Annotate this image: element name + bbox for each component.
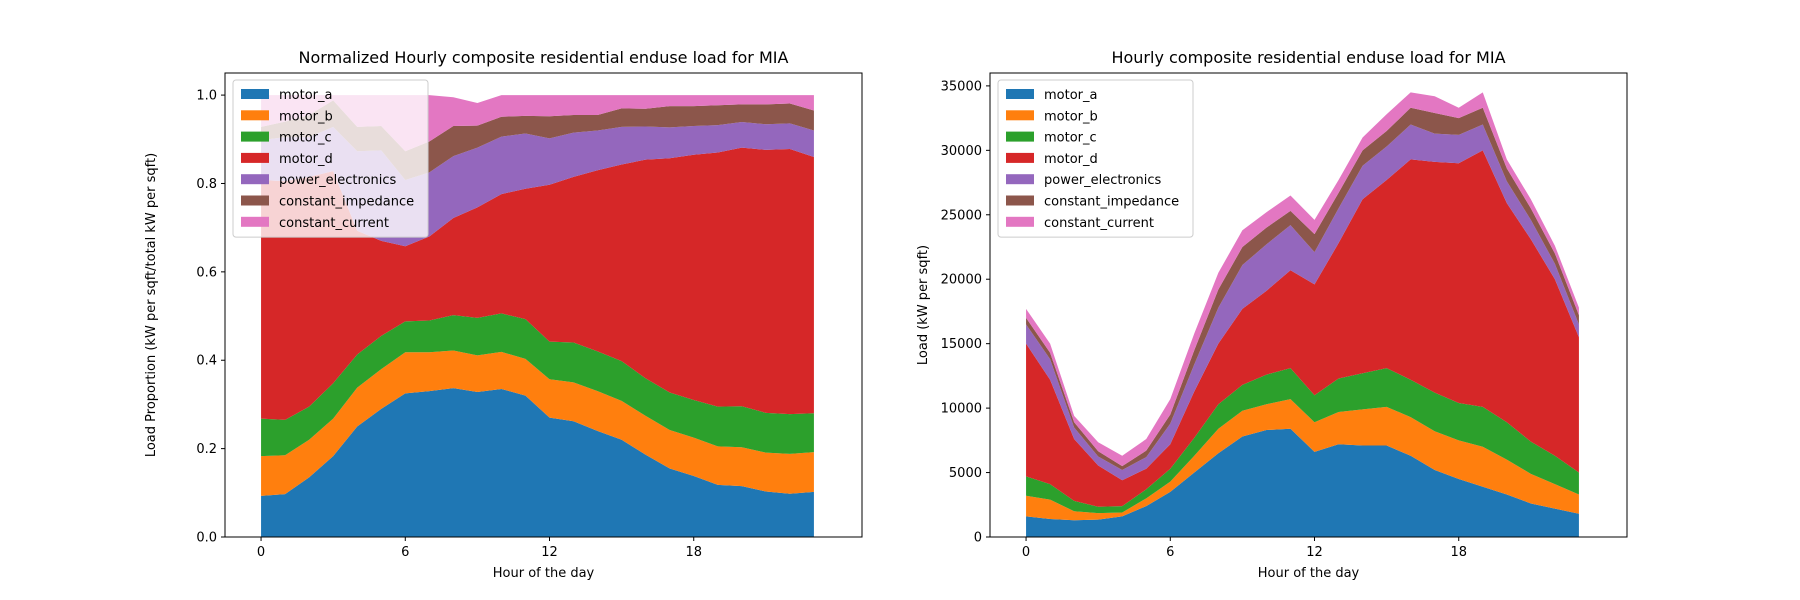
chart-title: Normalized Hourly composite residential … — [299, 48, 789, 67]
legend-label: constant_impedance — [1044, 195, 1179, 210]
x-tick-label: 18 — [1450, 545, 1467, 560]
x-tick-label: 0 — [257, 545, 265, 560]
area-series-motor-d — [261, 147, 814, 420]
normalized-load-chart: 0 6 12 18 0.0 0.2 0.4 0.6 0.8 1.0 Normalized Hourl… — [144, 48, 863, 581]
y-tick-label: 25000 — [941, 208, 982, 223]
y-tick-label: 5000 — [949, 466, 982, 481]
y-tick-label: 0.2 — [196, 442, 217, 457]
legend-box — [232, 79, 429, 238]
legend-swatch — [241, 89, 269, 99]
legend: motor_a motor_b motor_c motor_d power_electr… — [232, 79, 429, 238]
legend-label: motor_d — [1044, 152, 1098, 167]
plot-frame — [989, 72, 1628, 538]
legend-swatch — [241, 216, 269, 227]
legend-label: motor_b — [1044, 109, 1098, 124]
plot-frame — [224, 72, 863, 538]
legend-label: motor_a — [279, 88, 332, 103]
y-tick-label: 35000 — [941, 79, 982, 94]
y-axis-label: Load (kW per sqft) — [916, 245, 931, 365]
y-tick-label: 10000 — [941, 402, 982, 417]
legend-label: constant_impedance — [279, 195, 414, 210]
area-series-constant-current — [1026, 92, 1579, 467]
legend-swatch — [1006, 110, 1034, 121]
y-tick-label: 20000 — [941, 273, 982, 288]
y-axis-label: Load Proportion (kW per sqft/total kW pe… — [144, 153, 159, 457]
area-series-motor-a — [261, 388, 814, 537]
legend-swatch — [1006, 216, 1034, 227]
y-tick-label: 0.0 — [196, 531, 217, 546]
area-series-motor-a — [1026, 428, 1579, 537]
area-series-power-electronics — [1026, 124, 1579, 481]
legend-label: motor_c — [279, 131, 332, 146]
legend-label: motor_b — [279, 109, 333, 124]
x-tick-label: 12 — [541, 545, 558, 560]
legend-label: motor_c — [1044, 131, 1097, 146]
y-tick-label: 0.8 — [196, 177, 217, 192]
legend-swatch — [241, 195, 269, 206]
legend-label: power_electronics — [279, 173, 397, 188]
legend-label: motor_a — [1044, 88, 1097, 103]
y-tick-label: 15000 — [941, 337, 982, 352]
absolute-load-chart: 0 6 12 18 0 5000 10000 15000 20000 25000 30000 3500… — [916, 48, 1628, 581]
x-tick-label: 12 — [1306, 545, 1323, 560]
legend-label: constant_current — [1044, 216, 1154, 231]
legend-label: power_electronics — [1044, 173, 1162, 188]
x-tick-label: 18 — [685, 545, 702, 560]
x-axis-label: Hour of the day — [493, 566, 595, 581]
legend: motor_a motor_b motor_c motor_d power_electr… — [997, 79, 1194, 238]
area-series-motor-d — [1026, 150, 1579, 507]
legend-swatch — [241, 131, 269, 142]
area-series-constant-impedance — [1026, 107, 1579, 470]
legend-label: constant_current — [279, 216, 389, 231]
legend-swatch — [1006, 195, 1034, 206]
y-tick-label: 0.6 — [196, 265, 217, 280]
legend-box — [997, 79, 1194, 238]
area-series-motor-b — [1026, 399, 1579, 521]
y-tick-label: 30000 — [941, 144, 982, 159]
legend-label: motor_d — [279, 152, 333, 167]
x-tick-label: 6 — [1166, 545, 1174, 560]
x-axis-label: Hour of the day — [1258, 566, 1360, 581]
area-series-motor-b — [261, 350, 814, 496]
area-series-motor-c — [261, 313, 814, 457]
area-series-motor-c — [1026, 368, 1579, 514]
y-tick-label: 0 — [974, 531, 982, 546]
legend-swatch — [241, 152, 269, 163]
x-tick-label: 0 — [1022, 545, 1030, 560]
chart-title: Hourly composite residential enduse load… — [1111, 48, 1505, 67]
legend-swatch — [1006, 174, 1034, 185]
legend-swatch — [241, 174, 269, 185]
y-tick-label: 0.4 — [196, 354, 217, 369]
y-tick-label: 1.0 — [196, 89, 217, 104]
x-tick-label: 6 — [401, 545, 409, 560]
legend-swatch — [1006, 89, 1034, 99]
legend-swatch — [1006, 131, 1034, 142]
legend-swatch — [241, 110, 269, 121]
legend-swatch — [1006, 152, 1034, 163]
